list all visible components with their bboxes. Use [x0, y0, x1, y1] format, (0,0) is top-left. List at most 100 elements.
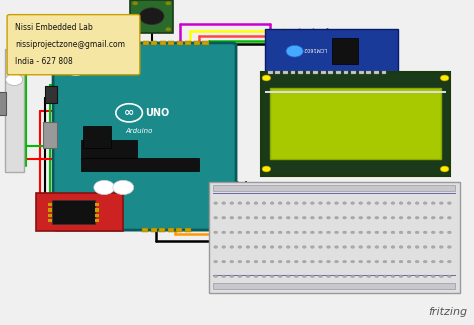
Circle shape	[335, 202, 338, 204]
Circle shape	[286, 275, 290, 278]
Circle shape	[319, 246, 322, 248]
Bar	[176, 227, 182, 232]
FancyBboxPatch shape	[53, 43, 236, 230]
Circle shape	[439, 231, 443, 234]
Bar	[126, 41, 132, 46]
Circle shape	[367, 231, 371, 234]
Bar	[336, 71, 341, 74]
Text: Nissi Embedded Lab: Nissi Embedded Lab	[15, 23, 93, 32]
Circle shape	[286, 216, 290, 219]
Circle shape	[246, 231, 250, 234]
Circle shape	[270, 260, 274, 263]
Circle shape	[415, 260, 419, 263]
Circle shape	[222, 231, 226, 234]
Circle shape	[238, 246, 242, 248]
Circle shape	[165, 1, 171, 5]
Circle shape	[262, 216, 266, 219]
Circle shape	[230, 275, 234, 278]
Bar	[36, 193, 123, 231]
Circle shape	[310, 216, 314, 219]
Circle shape	[222, 275, 226, 278]
Circle shape	[439, 260, 443, 263]
Circle shape	[351, 275, 355, 278]
Circle shape	[391, 202, 395, 204]
Circle shape	[391, 260, 395, 263]
Circle shape	[447, 260, 451, 263]
Circle shape	[359, 246, 363, 248]
Circle shape	[415, 275, 419, 278]
Circle shape	[246, 216, 250, 219]
Bar	[48, 203, 52, 206]
Circle shape	[423, 246, 427, 248]
Bar	[5, 49, 24, 172]
Bar	[117, 41, 123, 46]
Circle shape	[254, 202, 258, 204]
Circle shape	[415, 246, 419, 248]
FancyBboxPatch shape	[7, 15, 140, 75]
Bar	[374, 71, 379, 74]
Circle shape	[270, 216, 274, 219]
Circle shape	[238, 231, 242, 234]
Bar	[213, 283, 455, 289]
Circle shape	[319, 275, 322, 278]
Bar	[100, 41, 106, 46]
Bar	[159, 227, 165, 232]
Circle shape	[319, 231, 322, 234]
Circle shape	[439, 216, 443, 219]
Bar	[351, 71, 356, 74]
Circle shape	[375, 216, 379, 219]
Bar	[95, 214, 99, 217]
Circle shape	[327, 246, 330, 248]
Circle shape	[383, 216, 387, 219]
Circle shape	[391, 275, 395, 278]
Circle shape	[319, 260, 322, 263]
Circle shape	[407, 231, 411, 234]
Bar	[185, 41, 191, 46]
Bar	[143, 41, 149, 46]
Circle shape	[262, 260, 266, 263]
Bar	[95, 203, 99, 206]
Bar	[194, 41, 200, 46]
Circle shape	[359, 275, 363, 278]
Bar	[382, 71, 386, 74]
Circle shape	[327, 275, 330, 278]
Bar	[91, 41, 98, 46]
Bar	[81, 158, 199, 171]
Circle shape	[246, 275, 250, 278]
Circle shape	[302, 202, 306, 204]
Circle shape	[359, 260, 363, 263]
Circle shape	[222, 202, 226, 204]
Bar	[209, 182, 460, 292]
Circle shape	[230, 231, 234, 234]
Circle shape	[270, 246, 274, 248]
Bar	[213, 185, 455, 191]
Circle shape	[302, 216, 306, 219]
Bar	[298, 71, 303, 74]
Circle shape	[447, 246, 451, 248]
Bar	[328, 71, 333, 74]
Circle shape	[278, 231, 282, 234]
Bar	[52, 200, 95, 224]
Circle shape	[375, 275, 379, 278]
Circle shape	[294, 231, 298, 234]
Circle shape	[423, 275, 427, 278]
Circle shape	[423, 260, 427, 263]
Circle shape	[302, 231, 306, 234]
Circle shape	[94, 180, 115, 195]
Circle shape	[439, 275, 443, 278]
Circle shape	[447, 231, 451, 234]
Circle shape	[286, 202, 290, 204]
Bar	[313, 71, 318, 74]
Circle shape	[254, 246, 258, 248]
Circle shape	[327, 260, 330, 263]
Bar	[151, 227, 157, 232]
Circle shape	[254, 275, 258, 278]
Circle shape	[238, 260, 242, 263]
Circle shape	[375, 231, 379, 234]
Circle shape	[375, 246, 379, 248]
Circle shape	[431, 231, 435, 234]
Circle shape	[383, 260, 387, 263]
Circle shape	[246, 246, 250, 248]
Circle shape	[343, 275, 346, 278]
Circle shape	[367, 202, 371, 204]
